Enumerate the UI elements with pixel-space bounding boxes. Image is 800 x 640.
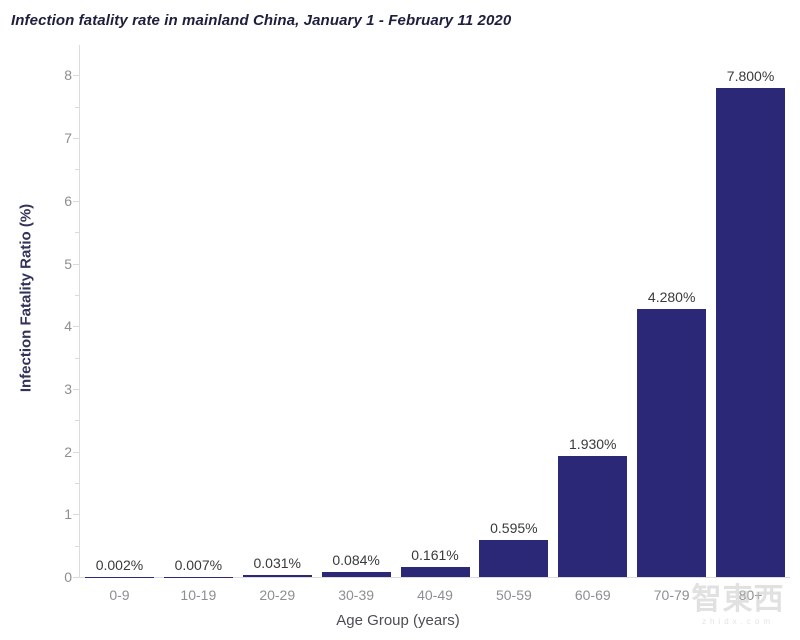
y-minor-tick-mark: [75, 294, 79, 296]
x-tick-label-10-19: 10-19: [180, 587, 217, 603]
y-tick-label-5: 5: [64, 255, 72, 272]
x-tick-label-40-49: 40-49: [417, 587, 453, 603]
bar-value-label-20-29: 0.031%: [253, 555, 301, 572]
y-major-tick-mark: [73, 263, 79, 265]
y-major-tick-mark: [73, 75, 79, 77]
x-axis-line: [80, 577, 790, 578]
y-tick-label-4: 4: [64, 318, 72, 335]
y-major-tick-mark: [73, 200, 79, 202]
y-tick-label-0: 0: [64, 569, 72, 585]
y-minor-tick-mark: [75, 482, 79, 484]
x-tick-label-60-69: 60-69: [574, 587, 611, 603]
y-minor-tick-mark: [75, 357, 79, 359]
watermark-site-text: zhidx.com: [701, 617, 774, 626]
bar-value-label-40-49: 0.161%: [411, 546, 459, 563]
y-minor-tick-mark: [75, 169, 79, 171]
bar-value-label-70-79: 4.280%: [647, 288, 696, 305]
y-minor-tick-mark: [75, 545, 79, 547]
y-major-tick-mark: [73, 577, 79, 578]
y-axis-title: Infection Fatality Ratio (%): [17, 203, 35, 393]
bar-50-59[interactable]: [479, 539, 549, 577]
bar-value-label-10-19: 0.007%: [174, 556, 223, 573]
y-tick-label-3: 3: [64, 380, 72, 397]
y-major-tick-mark: [73, 388, 79, 390]
bar-value-label-80+: 7.800%: [726, 67, 775, 84]
y-major-tick-mark: [73, 138, 79, 140]
x-axis-title: Age Group (years): [336, 612, 460, 629]
y-tick-label-6: 6: [64, 192, 72, 209]
y-major-tick-mark: [73, 451, 79, 453]
x-tick-label-20-29: 20-29: [259, 587, 296, 603]
bar-value-label-30-39: 0.084%: [332, 551, 380, 568]
y-major-tick-mark: [73, 326, 79, 328]
y-major-tick-mark: [73, 514, 79, 516]
y-minor-tick-mark: [75, 232, 79, 234]
x-tick-label-80+: 80+: [738, 587, 763, 603]
bar-60-69[interactable]: [558, 455, 628, 577]
bar-30-39[interactable]: [321, 571, 391, 577]
y-tick-label-7: 7: [64, 130, 72, 147]
x-tick-label-0-9: 0-9: [109, 587, 130, 603]
y-minor-tick-mark: [75, 420, 79, 422]
bar-80+[interactable]: [716, 87, 786, 577]
bar-40-49[interactable]: [400, 566, 470, 577]
y-axis-line: [79, 45, 80, 578]
chart-title: Infection fatality rate in mainland Chin…: [11, 12, 512, 29]
bar-value-label-0-9: 0.002%: [95, 556, 144, 573]
x-tick-label-50-59: 50-59: [495, 587, 532, 603]
y-tick-label-2: 2: [64, 443, 72, 460]
y-minor-tick-mark: [75, 106, 79, 108]
x-tick-label-30-39: 30-39: [338, 587, 375, 603]
x-tick-label-70-79: 70-79: [653, 587, 690, 603]
bar-20-29[interactable]: [242, 575, 312, 577]
y-tick-label-8: 8: [64, 67, 72, 84]
bar-70-79[interactable]: [637, 308, 707, 577]
bar-value-label-60-69: 1.930%: [569, 435, 617, 452]
y-tick-label-1: 1: [64, 506, 72, 523]
bar-value-label-50-59: 0.595%: [490, 519, 538, 536]
